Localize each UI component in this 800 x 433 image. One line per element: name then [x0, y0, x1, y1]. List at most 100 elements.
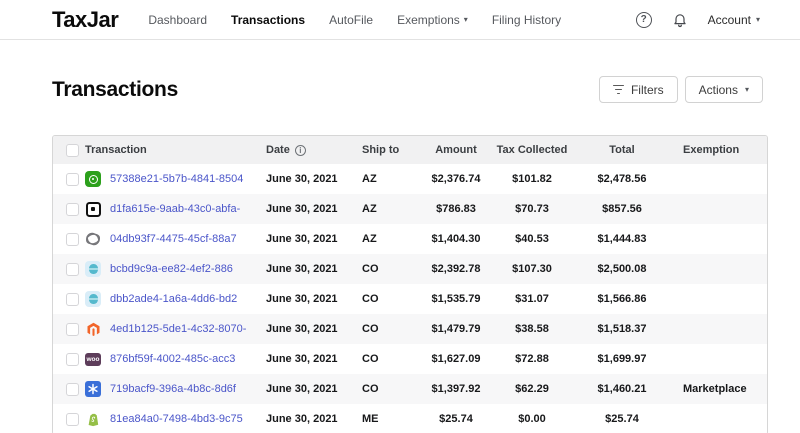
table-row: woo 876bf59f-4002-485c-acc3 June 30, 2021 C… [53, 344, 767, 374]
date-cell: June 30, 2021 [266, 173, 338, 185]
table-row: dbb2ade4-1a6a-4dd6-bd2 June 30, 2021 CO $1,… [53, 284, 767, 314]
transaction-cell: d1fa615e-9aab-43c0-abfa- [83, 201, 263, 217]
row-checkbox[interactable] [66, 262, 79, 276]
date-cell: June 30, 2021 [266, 323, 338, 335]
bell-icon[interactable] [672, 11, 688, 28]
row-checkbox[interactable] [66, 172, 79, 186]
tax-collected-cell: $107.30 [512, 263, 552, 275]
transaction-link[interactable]: 04db93f7-4475-45cf-88a7 [110, 233, 237, 245]
row-checkbox[interactable] [66, 322, 79, 336]
transaction-link[interactable]: 57388e21-5b7b-4841-8504 [110, 173, 244, 185]
transaction-link[interactable]: 876bf59f-4002-485c-acc3 [110, 353, 236, 365]
checkbox-cell [53, 292, 83, 306]
date-cell: June 30, 2021 [266, 263, 338, 275]
header-amount: Amount [435, 144, 477, 156]
checkbox-cell [53, 172, 83, 186]
transaction-link[interactable]: 4ed1b125-5de1-4c32-8070- [110, 323, 247, 335]
table-row: 719bacf9-396a-4b8c-8d6f June 30, 2021 CO $1… [53, 374, 767, 404]
tax-collected-cell: $0.00 [518, 413, 546, 425]
date-cell: June 30, 2021 [266, 383, 338, 395]
nav-items: Dashboard Transactions AutoFile Exemptions ▾… [148, 13, 561, 27]
amount-cell: $1,535.79 [431, 293, 481, 305]
checkbox-cell [53, 412, 83, 426]
nav-item-label: AutoFile [329, 12, 374, 27]
transaction-link[interactable]: bcbd9c9a-ee82-4ef2-886 [110, 263, 233, 275]
ship-to-cell: CO [362, 353, 379, 365]
taxjar-logo: TaxJar [52, 6, 119, 32]
nav-item-label: Filing History [491, 12, 562, 27]
top-nav: TaxJar Dashboard Transactions AutoFile Exem… [0, 0, 800, 40]
row-checkbox[interactable] [66, 382, 79, 396]
checkbox-cell [53, 262, 83, 276]
nav-item-filing-history[interactable]: Filing History [492, 13, 561, 27]
table-row: 81ea84a0-7498-4bd3-9c75 June 30, 2021 ME $2… [53, 404, 767, 433]
magento-icon [85, 321, 101, 337]
amount-cell: $1,627.09 [431, 353, 481, 365]
squarespace-icon [85, 231, 101, 247]
shopify-icon [85, 411, 101, 427]
checkbox-cell [53, 202, 83, 216]
transaction-link[interactable]: dbb2ade4-1a6a-4dd6-bd2 [110, 293, 238, 305]
row-checkbox[interactable] [66, 232, 79, 246]
amount-cell: $2,392.78 [431, 263, 481, 275]
nav-item-dashboard[interactable]: Dashboard [148, 13, 207, 27]
select-all-checkbox[interactable] [66, 143, 79, 157]
header-total: Total [609, 144, 635, 156]
nav-item-autofile[interactable]: AutoFile [329, 13, 373, 27]
tax-collected-cell: $31.07 [515, 293, 549, 305]
transaction-cell: 57388e21-5b7b-4841-8504 [83, 171, 263, 187]
help-icon[interactable]: ? [635, 11, 652, 28]
chevron-down-icon: ▾ [744, 84, 749, 94]
transaction-link[interactable]: d1fa615e-9aab-43c0-abfa- [110, 203, 241, 215]
date-info-icon[interactable]: i [294, 144, 306, 156]
total-cell: $25.74 [605, 413, 639, 425]
table-row: bcbd9c9a-ee82-4ef2-886 June 30, 2021 CO $2,… [53, 254, 767, 284]
nav-item-exemptions[interactable]: Exemptions ▾ [397, 13, 468, 27]
nav-right: ? Account ▾ [635, 11, 760, 28]
page-title: Transactions [52, 77, 178, 101]
nav-item-label: Transactions [231, 12, 306, 27]
ship-to-cell: ME [362, 413, 379, 425]
filters-button[interactable]: Filters [598, 76, 678, 103]
quickbooks-icon [85, 171, 101, 187]
date-cell: June 30, 2021 [266, 233, 338, 245]
tax-collected-cell: $40.53 [515, 233, 549, 245]
header-ship-to: Ship to [362, 144, 400, 156]
nav-item-transactions[interactable]: Transactions [231, 13, 305, 27]
total-cell: $857.56 [602, 203, 642, 215]
table-row: 04db93f7-4475-45cf-88a7 June 30, 2021 AZ $1… [53, 224, 767, 254]
header-exemption: Exemption [683, 144, 740, 156]
checkbox-cell [53, 322, 83, 336]
filter-icon [612, 84, 624, 95]
transaction-cell: 4ed1b125-5de1-4c32-8070- [83, 321, 263, 337]
filters-button-label: Filters [630, 82, 664, 97]
row-checkbox[interactable] [66, 202, 79, 216]
transaction-link[interactable]: 81ea84a0-7498-4bd3-9c75 [110, 413, 243, 425]
commerce-app-icon [85, 261, 101, 277]
tax-collected-cell: $38.58 [515, 323, 549, 335]
transaction-cell: dbb2ade4-1a6a-4dd6-bd2 [83, 291, 263, 307]
account-menu[interactable]: Account ▾ [708, 13, 760, 27]
checkbox-cell [53, 352, 83, 366]
chevron-down-icon: ▾ [463, 14, 468, 24]
transaction-cell: woo 876bf59f-4002-485c-acc3 [83, 351, 263, 367]
table-row: 57388e21-5b7b-4841-8504 June 30, 2021 AZ $2… [53, 164, 767, 194]
actions-button[interactable]: Actions ▾ [684, 76, 763, 103]
table-row: 4ed1b125-5de1-4c32-8070- June 30, 2021 CO $… [53, 314, 767, 344]
date-cell: June 30, 2021 [266, 293, 338, 305]
amount-cell: $1,404.30 [431, 233, 481, 245]
row-checkbox[interactable] [66, 292, 79, 306]
transaction-link[interactable]: 719bacf9-396a-4b8c-8d6f [110, 383, 236, 395]
tax-collected-cell: $101.82 [512, 173, 552, 185]
ship-to-cell: CO [362, 263, 379, 275]
amount-cell: $25.74 [439, 413, 473, 425]
checkbox-cell [53, 232, 83, 246]
header-tax-collected: Tax Collected [496, 144, 568, 156]
row-checkbox[interactable] [66, 352, 79, 366]
head-actions: Filters Actions ▾ [598, 76, 763, 103]
actions-button-label: Actions [698, 82, 738, 97]
ship-to-cell: CO [362, 323, 379, 335]
tax-collected-cell: $62.29 [515, 383, 549, 395]
total-cell: $2,478.56 [597, 173, 647, 185]
row-checkbox[interactable] [66, 412, 79, 426]
